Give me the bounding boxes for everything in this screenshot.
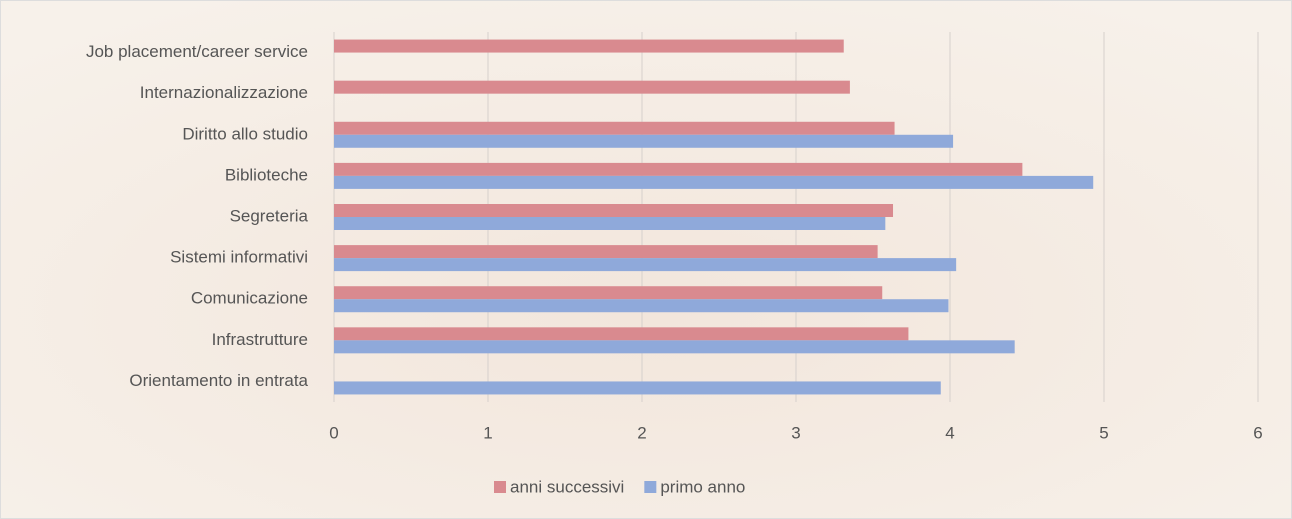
y-tick-label: Segreteria xyxy=(230,206,309,225)
legend-swatch xyxy=(644,481,657,493)
x-tick-label: 4 xyxy=(945,423,954,442)
x-tick-label: 0 xyxy=(329,423,338,442)
bar xyxy=(334,39,844,53)
y-tick-label: Comunicazione xyxy=(191,289,308,308)
y-tick-label: Biblioteche xyxy=(225,165,308,184)
y-tick-label: Diritto allo studio xyxy=(182,124,308,143)
legend-label: primo anno xyxy=(660,477,745,496)
y-tick-label: Sistemi informativi xyxy=(170,248,308,267)
bar xyxy=(334,381,941,395)
x-tick-label: 2 xyxy=(637,423,646,442)
bar xyxy=(334,80,850,94)
bar xyxy=(334,204,894,217)
bar xyxy=(334,162,1023,176)
y-tick-label: Infrastrutture xyxy=(212,330,308,349)
bar xyxy=(334,286,883,300)
bar xyxy=(334,175,1094,189)
bar xyxy=(334,217,886,230)
bar xyxy=(334,258,957,272)
legend-label: anni successivi xyxy=(510,477,624,496)
bar xyxy=(334,299,949,313)
bar xyxy=(334,340,1015,354)
bar xyxy=(334,327,909,341)
bar xyxy=(334,245,878,259)
y-tick-label: Job placement/career service xyxy=(86,42,308,61)
bar xyxy=(334,134,954,148)
y-tick-label: Internazionalizzazione xyxy=(140,83,308,102)
bar xyxy=(334,121,895,135)
x-tick-label: 6 xyxy=(1253,423,1262,442)
x-tick-label: 1 xyxy=(483,423,492,442)
legend-swatch xyxy=(494,481,506,493)
x-tick-label: 3 xyxy=(791,423,800,442)
x-tick-label: 5 xyxy=(1099,423,1108,442)
y-tick-label: Orientamento in entrata xyxy=(129,371,308,390)
